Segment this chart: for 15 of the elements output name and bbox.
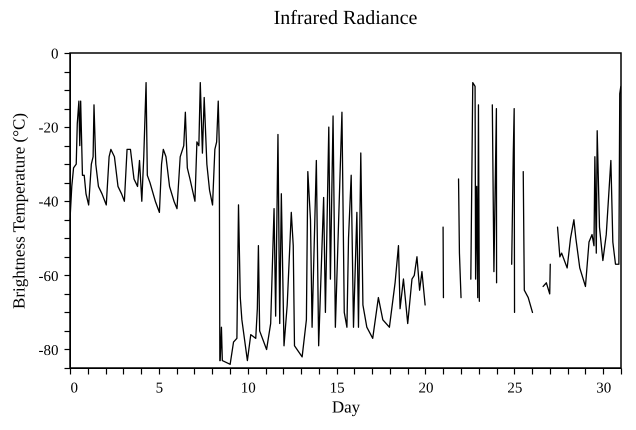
y-axis-title: Brightness Temperature (°C) [10,112,29,310]
x-tick-label: 20 [418,380,434,396]
y-tick-label: -40 [38,194,58,211]
chart-title: Infrared Radiance [274,7,418,29]
y-tick-label: 0 [51,46,58,62]
x-axis-title: Day [332,398,361,416]
y-tick-label: -20 [38,120,58,137]
x-tick-label: 25 [507,380,522,396]
x-tick-label: 15 [330,380,345,396]
y-tick-label: -60 [38,268,58,285]
x-tick-label: 5 [156,380,164,396]
x-tick-label: 10 [240,380,256,396]
x-tick-label: 0 [70,380,78,396]
y-tick-label: -80 [38,342,58,359]
x-tick-label: 30 [596,380,612,396]
